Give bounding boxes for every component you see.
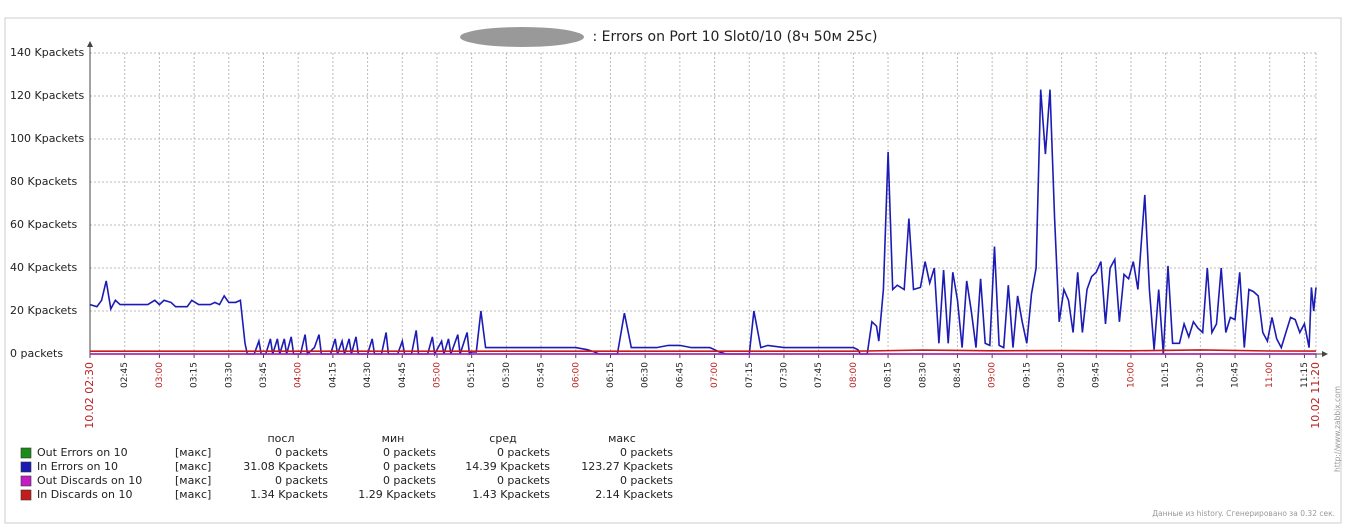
x-tick-label: 10:30 (1196, 362, 1206, 388)
x-tick-label: 02:45 (120, 362, 130, 388)
x-tick-label: 07:00 (710, 362, 720, 388)
legend-stat: 1.29 Kpackets (358, 488, 436, 501)
x-tick-label: 07:15 (745, 362, 755, 388)
legend-func: [макс] (175, 488, 211, 501)
x-tick-label: 07:45 (814, 362, 824, 388)
legend-header: сред (489, 432, 517, 445)
x-tick-label: 04:00 (294, 362, 304, 388)
legend-name: Out Errors on 10 (37, 446, 128, 459)
watermark: http://www.zabbix.com (1333, 386, 1342, 472)
x-tick-label: 08:45 (953, 362, 963, 388)
x-tick-label: 10.02 11:20 (1309, 362, 1322, 429)
legend-stat: 0 packets (383, 460, 436, 473)
legend-stat: 31.08 Kpackets (243, 460, 328, 473)
legend-func: [макс] (175, 460, 211, 473)
x-tick-label: 08:30 (918, 362, 928, 388)
y-tick-label: 60 Kpackets (10, 218, 78, 231)
series-line (90, 349, 1317, 352)
x-tick-label: 04:45 (398, 362, 408, 388)
x-tick-label: 11:00 (1265, 362, 1275, 388)
legend-stat: 0 packets (620, 446, 673, 459)
frame (4, 17, 1342, 524)
x-tick-label: 06:15 (606, 362, 616, 388)
legend-swatch (20, 447, 32, 459)
x-tick-label: 04:15 (328, 362, 338, 388)
x-tick-label: 06:00 (571, 362, 581, 388)
x-tick-label: 03:45 (259, 362, 269, 388)
x-tick-label: 07:30 (779, 362, 789, 388)
x-tick-label: 09:30 (1057, 362, 1067, 388)
y-tick-label: 120 Kpackets (10, 89, 85, 102)
x-tick-label: 03:00 (155, 362, 165, 388)
legend-header: макс (608, 432, 636, 445)
legend-stat: 1.34 Kpackets (250, 488, 328, 501)
legend-stat: 0 packets (383, 446, 436, 459)
y-tick-label: 80 Kpackets (10, 175, 78, 188)
legend-swatch (20, 461, 32, 473)
chart-title: : Errors on Port 10 Slot0/10 (8ч 50м 25с… (592, 29, 877, 45)
legend-stat: 0 packets (383, 474, 436, 487)
x-tick-label: 09:45 (1092, 362, 1102, 388)
legend-stat: 0 packets (497, 474, 550, 487)
hidden-host (460, 27, 584, 47)
x-tick-label: 10:15 (1161, 362, 1171, 388)
x-tick-label: 08:15 (884, 362, 894, 388)
x-tick-label: 03:15 (190, 362, 200, 388)
x-tick-label: 05:45 (537, 362, 547, 388)
y-tick-label: 20 Kpackets (10, 304, 78, 317)
y-axis-arrow (87, 41, 93, 47)
legend-stat: 0 packets (275, 446, 328, 459)
legend-swatch (20, 489, 32, 501)
legend-swatch (20, 475, 32, 487)
x-tick-label: 09:00 (988, 362, 998, 388)
legend-stat: 0 packets (497, 446, 550, 459)
legend-func: [макс] (175, 446, 211, 459)
legend-stat: 123.27 Kpackets (581, 460, 673, 473)
legend-name: In Discards on 10 (37, 488, 133, 501)
x-tick-label: 10:45 (1231, 362, 1241, 388)
legend-stat: 2.14 Kpackets (595, 488, 673, 501)
x-tick-label: 08:00 (849, 362, 859, 388)
x-tick-label: 03:30 (224, 362, 234, 388)
x-tick-label: 06:45 (675, 362, 685, 388)
legend-header: мин (382, 432, 405, 445)
legend-name: In Errors on 10 (37, 460, 118, 473)
x-tick-label: 04:30 (363, 362, 373, 388)
x-axis-arrow (1322, 351, 1328, 357)
legend-func: [макс] (175, 474, 211, 487)
y-tick-label: 40 Kpackets (10, 261, 78, 274)
y-tick-label: 140 Kpackets (10, 46, 85, 59)
legend-stat: 0 packets (620, 474, 673, 487)
legend-stat: 1.43 Kpackets (472, 488, 550, 501)
legend-header: посл (267, 432, 294, 445)
legend-stat: 14.39 Kpackets (465, 460, 550, 473)
y-tick-label: 0 packets (10, 347, 63, 360)
legend-name: Out Discards on 10 (37, 474, 142, 487)
legend-stat: 0 packets (275, 474, 328, 487)
y-tick-label: 100 Kpackets (10, 132, 85, 145)
footer: Данные из history. Сгенерировано за 0.32… (1152, 509, 1335, 518)
x-tick-label: 10:00 (1126, 362, 1136, 388)
x-tick-label: 06:30 (641, 362, 651, 388)
x-tick-label: 11:15 (1300, 362, 1310, 388)
x-tick-label: 10.02 02:30 (83, 362, 96, 429)
x-tick-label: 05:15 (467, 362, 477, 388)
series-line (89, 89, 1317, 357)
x-tick-label: 05:00 (432, 362, 442, 388)
x-tick-label: 05:30 (502, 362, 512, 388)
x-tick-label: 09:15 (1022, 362, 1032, 388)
